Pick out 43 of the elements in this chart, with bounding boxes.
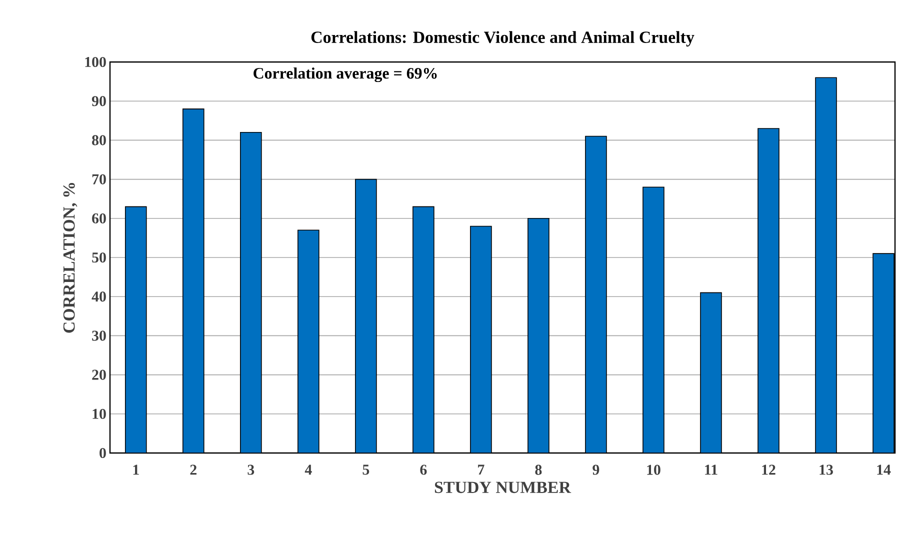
x-tick-label: 6 xyxy=(420,464,427,475)
x-tick-label: 10 xyxy=(647,464,660,475)
y-tick-label: 60 xyxy=(92,213,106,224)
y-tick-label: 0 xyxy=(100,448,106,458)
y-tick-label: 30 xyxy=(92,330,106,341)
y-axis-title: CORRELATION, % xyxy=(63,183,78,333)
bar xyxy=(872,253,894,453)
x-tick-label: 4 xyxy=(304,464,312,475)
x-tick-label: 3 xyxy=(248,464,254,475)
y-tick-label: 40 xyxy=(92,292,106,302)
bar xyxy=(528,218,550,453)
x-tick-label: 12 xyxy=(762,464,776,475)
y-tick-label: 10 xyxy=(92,408,106,419)
x-tick-label: 7 xyxy=(478,464,484,475)
bar xyxy=(298,230,320,453)
x-tick-label: 9 xyxy=(592,464,600,475)
annotation: Correlation average = 69% xyxy=(254,67,437,82)
x-tick-label: 8 xyxy=(535,464,542,475)
y-tick-label: 50 xyxy=(92,252,106,263)
bar xyxy=(470,226,492,453)
x-tick-label: 2 xyxy=(190,464,196,475)
bar xyxy=(700,292,722,453)
x-tick-label: 13 xyxy=(820,464,833,475)
y-tick-label: 20 xyxy=(92,370,106,380)
bar xyxy=(642,186,664,453)
bar xyxy=(758,128,780,453)
bar xyxy=(815,77,837,453)
y-tick-label: 80 xyxy=(92,135,106,146)
y-tick-label: 70 xyxy=(92,174,106,184)
bar xyxy=(124,206,147,453)
x-tick-label: 5 xyxy=(362,464,370,475)
bar xyxy=(412,206,434,453)
bar xyxy=(182,108,204,453)
y-tick-label: 90 xyxy=(92,96,106,106)
bar xyxy=(355,178,377,453)
y-tick-label: 100 xyxy=(85,56,106,68)
x-axis-title: STUDY NUMBER xyxy=(434,482,572,494)
chart-title: Correlations: Domestic Violence and Animal Cruelty xyxy=(311,31,694,46)
x-tick-label: 14 xyxy=(877,464,891,475)
x-tick-label: 1 xyxy=(133,464,139,475)
bar xyxy=(240,132,262,453)
x-tick-label: 11 xyxy=(705,464,718,475)
bar xyxy=(585,136,607,453)
